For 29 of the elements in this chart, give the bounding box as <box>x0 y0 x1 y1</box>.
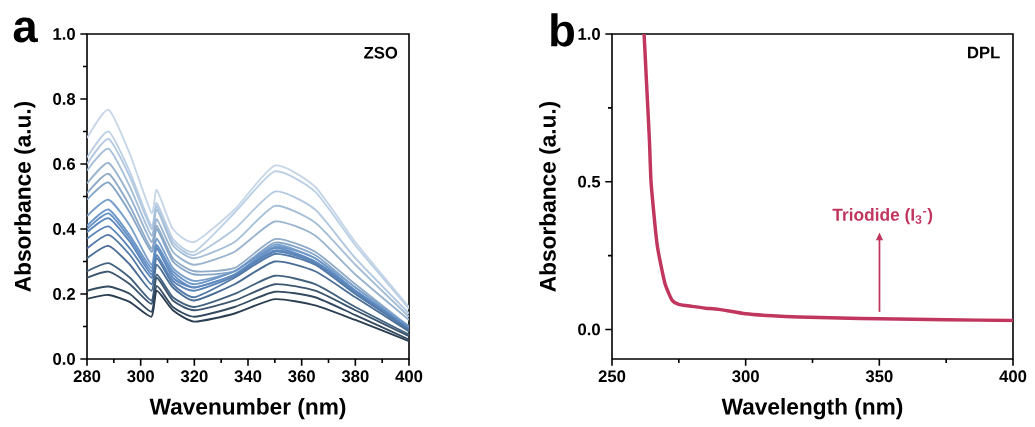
x-tick-label: 320 <box>180 370 208 383</box>
y-tick-label: 1.0 <box>53 28 75 40</box>
annotation: ZSO <box>364 46 398 59</box>
y-axis-title: Absorbance (a.u.) <box>539 101 561 292</box>
x-tick-label: 250 <box>598 370 626 383</box>
y-tick-label: 0.0 <box>53 353 75 365</box>
x-tick-label: 340 <box>234 370 262 383</box>
y-axis-title: Absorbance (a.u.) <box>14 101 36 292</box>
x-tick-label: 350 <box>865 370 893 383</box>
text: b <box>551 13 574 47</box>
y-tick-label: 0.2 <box>53 288 75 300</box>
x-tick-label: 280 <box>73 370 101 383</box>
x-tick-label: 400 <box>395 370 423 383</box>
x-tick-label: 400 <box>999 370 1027 383</box>
annotation: Triodide (I$_{3}$$^{-}$) <box>832 208 933 225</box>
y-tick-label: 0.4 <box>53 223 76 235</box>
x-tick-label: 360 <box>288 370 315 383</box>
y-tick-label: 0.8 <box>53 93 76 105</box>
text: a <box>13 17 38 43</box>
x-tick-label: 300 <box>127 370 154 383</box>
y-tick-label: 0.5 <box>578 175 601 188</box>
y-tick-label: 0.6 <box>53 158 76 170</box>
y-tick-label: 1.0 <box>578 28 600 40</box>
x-tick-label: 300 <box>732 370 759 383</box>
y-tick-label: 0.0 <box>578 323 600 336</box>
annotation: DPL <box>968 46 1000 59</box>
x-axis-title: Wavenumber (nm) <box>149 398 346 420</box>
x-axis-title: Wavelength (nm) <box>721 398 903 420</box>
x-tick-label: 380 <box>341 370 369 383</box>
